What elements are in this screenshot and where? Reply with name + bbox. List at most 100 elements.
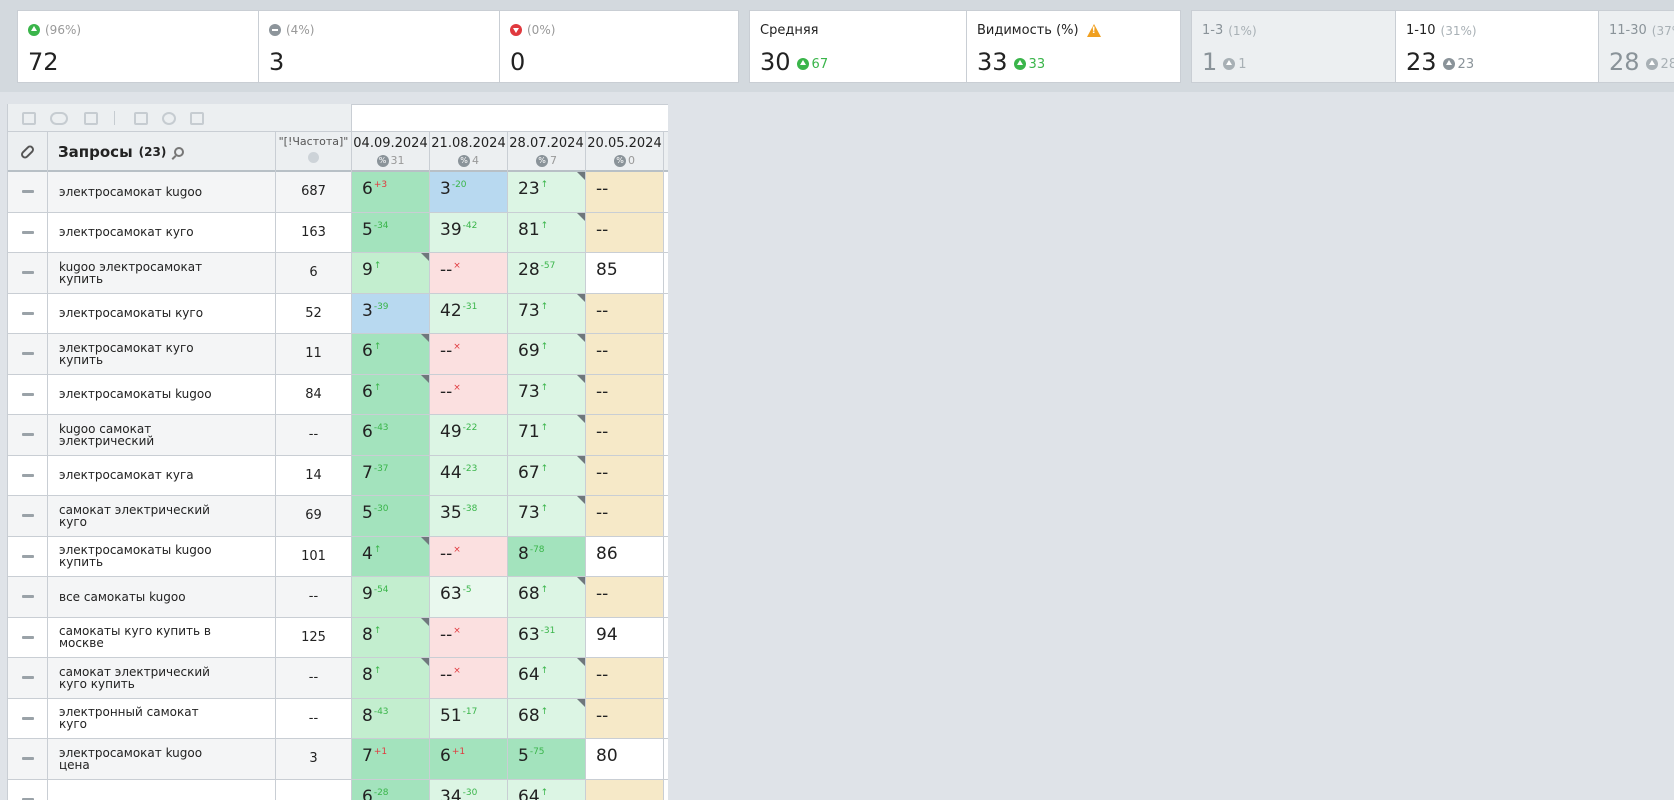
query-cell[interactable]: kugoo электросамокат купить bbox=[48, 253, 276, 293]
position-cell[interactable]: 81↑ bbox=[508, 212, 586, 252]
calendar-icon[interactable] bbox=[134, 112, 148, 125]
position-cell[interactable]: 68↑ bbox=[508, 577, 586, 617]
position-cell[interactable]: 9↑ bbox=[352, 253, 430, 293]
position-cell[interactable]: 67↑ bbox=[508, 455, 586, 495]
position-cell[interactable]: 8↑ bbox=[352, 617, 430, 657]
row-toggle[interactable] bbox=[8, 658, 48, 698]
date-column-header[interactable]: 28.07.2024% 7 bbox=[508, 132, 586, 172]
position-cell[interactable]: 64↑ bbox=[508, 658, 586, 698]
stat-top3[interactable]: 1-3 (1%) 1 1 bbox=[1192, 11, 1395, 82]
table-row[interactable]: электросамокат куго купить 11 6↑ --× 69↑ -- bbox=[8, 334, 668, 375]
stat-visibility[interactable]: Видимость (%) 33 33 bbox=[966, 11, 1182, 82]
stat-top10[interactable]: 1-10 (31%) 23 23 bbox=[1395, 11, 1598, 82]
row-toggle[interactable] bbox=[8, 779, 48, 800]
position-cell[interactable]: 6+1 bbox=[430, 739, 508, 779]
link-icon[interactable] bbox=[84, 112, 98, 125]
position-cell[interactable]: 42-31 bbox=[430, 293, 508, 333]
table-row[interactable]: электросамокат kugoo цена 3 7+1 6+1 5-75 80 bbox=[8, 739, 668, 780]
position-cell[interactable]: 8-43 bbox=[352, 698, 430, 738]
position-cell[interactable]: 69↑ bbox=[508, 334, 586, 374]
row-toggle[interactable] bbox=[8, 739, 48, 779]
position-cell[interactable]: --× bbox=[430, 253, 508, 293]
position-cell[interactable]: 35-38 bbox=[430, 496, 508, 536]
position-cell[interactable]: -- bbox=[586, 293, 664, 333]
position-cell[interactable]: 39-42 bbox=[430, 212, 508, 252]
position-cell[interactable]: 85 bbox=[586, 253, 664, 293]
query-cell[interactable]: электросамокат куго купить bbox=[48, 334, 276, 374]
row-toggle[interactable] bbox=[8, 253, 48, 293]
position-cell[interactable]: 73↑ bbox=[508, 496, 586, 536]
position-cell[interactable]: -- bbox=[586, 496, 664, 536]
text-format-icon[interactable] bbox=[190, 112, 204, 125]
position-cell[interactable]: 63-31 bbox=[508, 617, 586, 657]
date-column-header[interactable]: 04.09.2024% 31 bbox=[352, 132, 430, 172]
query-cell[interactable]: все самокаты kugoo bbox=[48, 577, 276, 617]
table-row[interactable]: электронный самокат куго -- 8-43 51-17 68↑ -- bbox=[8, 698, 668, 739]
position-cell[interactable]: 51-17 bbox=[430, 698, 508, 738]
search-icon[interactable] bbox=[174, 147, 185, 157]
position-cell[interactable]: 8↑ bbox=[352, 658, 430, 698]
position-cell[interactable]: -- bbox=[586, 172, 664, 212]
position-cell[interactable]: 71↑ bbox=[508, 415, 586, 455]
position-cell[interactable]: 5-30 bbox=[352, 496, 430, 536]
query-cell[interactable]: самокат электрический куго купить bbox=[48, 658, 276, 698]
position-cell[interactable]: 5-34 bbox=[352, 212, 430, 252]
row-toggle[interactable] bbox=[8, 698, 48, 738]
query-cell[interactable]: электросамокат куга bbox=[48, 455, 276, 495]
table-row[interactable]: все самокаты kugoo -- 9-54 63-5 68↑ -- bbox=[8, 577, 668, 618]
position-cell[interactable]: 7+1 bbox=[352, 739, 430, 779]
position-cell[interactable] bbox=[586, 779, 664, 800]
position-cell[interactable]: --× bbox=[430, 617, 508, 657]
row-toggle[interactable] bbox=[8, 374, 48, 414]
row-toggle[interactable] bbox=[8, 455, 48, 495]
position-cell[interactable]: 68↑ bbox=[508, 698, 586, 738]
query-cell[interactable]: самокаты куго купить в москве bbox=[48, 617, 276, 657]
position-cell[interactable]: --× bbox=[430, 658, 508, 698]
position-cell[interactable]: 7-37 bbox=[352, 455, 430, 495]
stat-improved[interactable]: (96%) 72 bbox=[18, 11, 258, 82]
position-cell[interactable]: 4↑ bbox=[352, 536, 430, 576]
query-cell[interactable]: электросамокаты куго bbox=[48, 293, 276, 333]
position-cell[interactable]: 94 bbox=[586, 617, 664, 657]
row-toggle[interactable] bbox=[8, 496, 48, 536]
position-cell[interactable]: 28-57 bbox=[508, 253, 586, 293]
stat-unchanged[interactable]: (4%) 3 bbox=[258, 11, 499, 82]
frequency-column-header[interactable]: "[!Частота]" bbox=[276, 132, 352, 172]
position-cell[interactable]: 8-78 bbox=[508, 536, 586, 576]
position-cell[interactable]: -- bbox=[586, 374, 664, 414]
position-cell[interactable]: 6-28 bbox=[352, 779, 430, 800]
toggle-icon[interactable] bbox=[50, 112, 68, 125]
position-cell[interactable]: 73↑ bbox=[508, 293, 586, 333]
row-toggle[interactable] bbox=[8, 212, 48, 252]
query-cell[interactable]: kugoo самокат электрический bbox=[48, 415, 276, 455]
query-cell[interactable]: электросамокат kugoo цена bbox=[48, 739, 276, 779]
link-column-header[interactable] bbox=[8, 132, 48, 172]
query-cell[interactable]: электросамокат куго bbox=[48, 212, 276, 252]
table-row[interactable]: самокаты куго купить в москве 125 8↑ --× 63-… bbox=[8, 617, 668, 658]
position-cell[interactable]: 23↑ bbox=[508, 172, 586, 212]
table-row[interactable]: электросамокат куго 163 5-34 39-42 81↑ -- bbox=[8, 212, 668, 253]
table-row[interactable]: электросамокат kugoo 687 6+3 3-20 23↑ -- bbox=[8, 172, 668, 213]
position-cell[interactable]: 64↑ bbox=[508, 779, 586, 800]
position-cell[interactable]: 6↑ bbox=[352, 334, 430, 374]
position-cell[interactable]: 6-43 bbox=[352, 415, 430, 455]
date-column-header[interactable]: 20.05.2024% 0 bbox=[586, 132, 664, 172]
stat-worsened[interactable]: (0%) 0 bbox=[499, 11, 739, 82]
row-toggle[interactable] bbox=[8, 536, 48, 576]
query-cell[interactable]: электросамокат kugoo bbox=[48, 172, 276, 212]
position-cell[interactable]: -- bbox=[586, 698, 664, 738]
queries-column-header[interactable]: Запросы (23) bbox=[48, 132, 276, 172]
position-cell[interactable]: -- bbox=[586, 212, 664, 252]
table-row[interactable]: электросамокаты kugoo 84 6↑ --× 73↑ -- bbox=[8, 374, 668, 415]
position-cell[interactable]: --× bbox=[430, 334, 508, 374]
date-column-header[interactable]: 21.08.2024% 4 bbox=[430, 132, 508, 172]
position-cell[interactable]: 73↑ bbox=[508, 374, 586, 414]
table-row[interactable]: электросамокаты куго 52 3-39 42-31 73↑ -- bbox=[8, 293, 668, 334]
query-cell[interactable]: самокат электрический куго bbox=[48, 496, 276, 536]
row-toggle[interactable] bbox=[8, 617, 48, 657]
position-cell[interactable]: -- bbox=[586, 455, 664, 495]
position-cell[interactable]: 80 bbox=[586, 739, 664, 779]
query-cell[interactable]: электронный самокат куго bbox=[48, 698, 276, 738]
table-row[interactable]: самокат электрический куго купить -- 8↑ --×… bbox=[8, 658, 668, 699]
position-cell[interactable]: -- bbox=[586, 577, 664, 617]
